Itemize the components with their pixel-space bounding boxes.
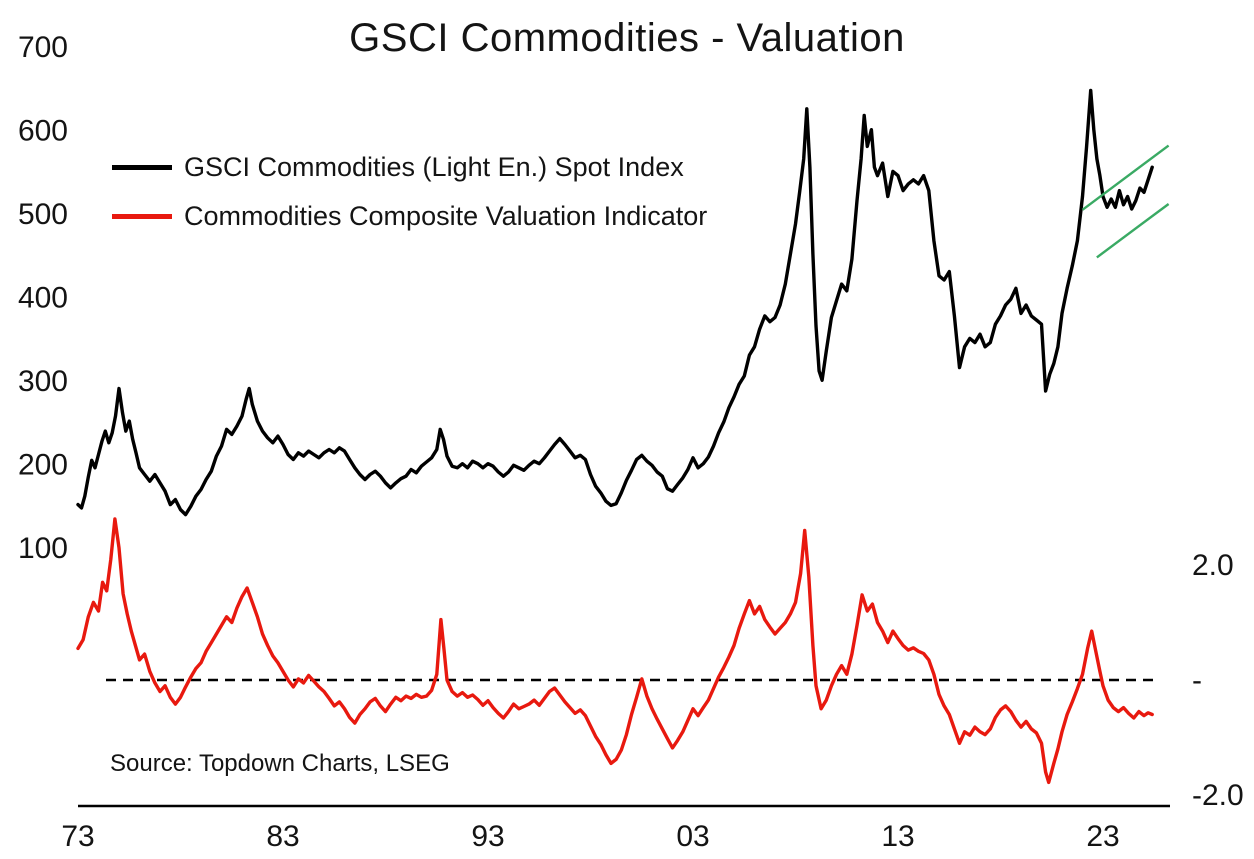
left-axis-tick-600: 600 xyxy=(18,115,68,148)
chart-title: GSCI Commodities - Valuation xyxy=(349,16,905,60)
trend-channel-line-1 xyxy=(1081,144,1170,211)
x-axis-tick-93: 93 xyxy=(471,820,504,853)
left-axis-tick-500: 500 xyxy=(18,198,68,231)
left-axis-tick-300: 300 xyxy=(18,365,68,398)
legend-item-valuation-indicator: Commodities Composite Valuation Indicato… xyxy=(112,201,707,232)
right-axis-tick-2.0: 2.0 xyxy=(1192,549,1234,582)
red-line-swatch xyxy=(112,214,172,219)
x-axis-tick-13: 13 xyxy=(881,820,914,853)
left-axis-tick-200: 200 xyxy=(18,449,68,482)
x-axis-tick-23: 23 xyxy=(1086,820,1119,853)
x-axis-tick-83: 83 xyxy=(266,820,299,853)
legend-label-valuation-indicator: Commodities Composite Valuation Indicato… xyxy=(184,201,708,231)
source-note: Source: Topdown Charts, LSEG xyxy=(110,750,450,777)
left-axis-tick-400: 400 xyxy=(18,282,68,315)
black-line-swatch xyxy=(112,165,172,170)
series-line-gsci-spot-index xyxy=(76,88,1154,517)
series-line-valuation-indicator xyxy=(76,517,1154,785)
x-axis-tick-73: 73 xyxy=(61,820,94,853)
x-axis-tick-03: 03 xyxy=(676,820,709,853)
trend-channel-line-2 xyxy=(1096,203,1170,259)
legend: GSCI Commodities (Light En.) Spot Index … xyxy=(112,152,707,232)
right-axis-tick--: - xyxy=(1192,664,1202,697)
legend-item-spot-index: GSCI Commodities (Light En.) Spot Index xyxy=(112,152,707,183)
left-axis-tick-100: 100 xyxy=(18,532,68,565)
legend-label-spot-index: GSCI Commodities (Light En.) Spot Index xyxy=(184,152,684,182)
left-axis-tick-700: 700 xyxy=(18,31,68,64)
right-axis-tick--2.0: -2.0 xyxy=(1192,779,1244,812)
